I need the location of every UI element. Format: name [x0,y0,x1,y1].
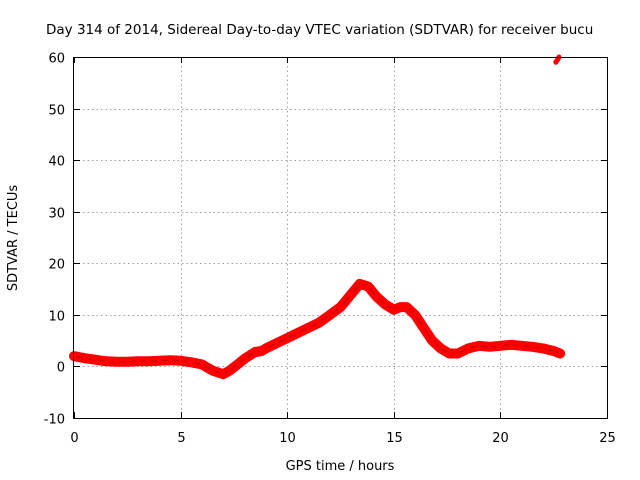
data-point [465,345,471,351]
data-point [397,304,403,310]
y-axis-label: SDTVAR / TECUs [6,185,21,292]
data-point [135,358,141,364]
data-point [327,312,333,318]
data-point [306,325,311,331]
y-tick-label: 60 [48,52,65,67]
data-point [455,351,461,356]
data-point [382,302,388,307]
x-tick-label: 25 [599,431,616,446]
data-point [274,340,279,346]
data-point [114,359,120,365]
data-point [529,344,535,350]
data-point [199,361,205,367]
data-point [167,357,173,363]
data-point [404,304,410,310]
plot-frame [73,57,608,419]
y-tick-label: 0 [57,361,65,376]
x-tick-label: 5 [177,431,185,446]
data-point [365,284,371,289]
y-tick-label: 30 [48,207,65,222]
data-point [92,357,98,363]
x-axis-label: GPS time / hours [286,459,395,474]
y-tick-label: 50 [48,104,65,119]
data-point [124,359,130,365]
data-point [103,358,109,364]
series-line [73,283,561,375]
data-point [210,368,216,374]
data-point [429,338,435,344]
data-point [476,343,482,349]
data-point [284,335,290,341]
data-point [374,294,380,300]
data-point [235,361,241,367]
data-point [188,359,194,365]
data-point [348,291,354,297]
data-point [551,348,557,354]
data-point [497,343,503,349]
series-layer [69,54,566,380]
chart-title: Day 314 of 2014, Sidereal Day-to-day VTE… [46,22,593,38]
data-point [421,325,427,331]
data-point [412,312,418,318]
tick-labels: 0 5 10 15 20 25 -10 0 10 20 30 40 50 60 [44,52,616,447]
data-point [446,351,452,356]
data-point [487,344,493,350]
data-point [438,345,444,351]
x-tick-label: 15 [386,431,403,446]
y-tick-label: 20 [48,258,65,273]
data-point [391,307,397,313]
data-point [146,358,152,364]
data-point [227,368,233,374]
data-point [259,348,265,354]
data-point [557,351,563,356]
data-point [220,371,226,377]
y-tick-label: 40 [48,155,65,170]
data-point [82,355,88,361]
data-point [357,281,363,287]
data-point [295,330,301,336]
data-point [263,345,269,351]
data-point [338,304,343,310]
data-point [156,358,162,364]
data-point [252,349,258,355]
y-tick-label: 10 [48,310,65,325]
data-point [316,320,322,326]
y-tick-label: -10 [44,413,65,428]
data-point [519,343,525,349]
data-point [508,342,514,348]
x-tick-label: 20 [492,431,509,446]
data-point [540,345,546,351]
data-point [178,358,184,364]
x-tick-label: 10 [279,431,296,446]
data-point [242,356,248,362]
x-tick-label: 0 [70,431,78,446]
grid-lines [74,57,607,418]
